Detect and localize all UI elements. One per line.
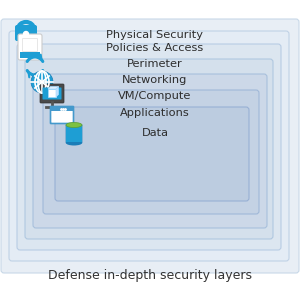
- Text: Perimeter: Perimeter: [127, 59, 183, 69]
- FancyBboxPatch shape: [20, 52, 40, 58]
- FancyBboxPatch shape: [18, 34, 42, 60]
- Polygon shape: [56, 86, 58, 97]
- Circle shape: [31, 71, 53, 93]
- Text: Policies & Access: Policies & Access: [106, 43, 204, 53]
- FancyBboxPatch shape: [43, 88, 61, 100]
- Text: Physical Security: Physical Security: [106, 30, 203, 40]
- FancyBboxPatch shape: [50, 106, 74, 123]
- FancyBboxPatch shape: [51, 107, 73, 111]
- FancyBboxPatch shape: [17, 44, 281, 250]
- FancyBboxPatch shape: [22, 38, 38, 52]
- FancyBboxPatch shape: [55, 107, 249, 201]
- Text: Networking: Networking: [122, 75, 188, 85]
- FancyBboxPatch shape: [9, 31, 289, 261]
- Text: Applications: Applications: [120, 108, 190, 118]
- FancyBboxPatch shape: [1, 19, 299, 273]
- FancyBboxPatch shape: [66, 126, 82, 142]
- FancyBboxPatch shape: [15, 25, 37, 41]
- Ellipse shape: [66, 122, 82, 128]
- Ellipse shape: [66, 140, 82, 145]
- FancyBboxPatch shape: [43, 90, 259, 214]
- FancyBboxPatch shape: [33, 74, 267, 228]
- Polygon shape: [48, 89, 56, 97]
- Polygon shape: [48, 86, 58, 89]
- Text: VM/Compute: VM/Compute: [118, 91, 192, 101]
- Text: Data: Data: [142, 128, 169, 138]
- Text: Defense in-depth security layers: Defense in-depth security layers: [48, 269, 252, 283]
- FancyBboxPatch shape: [40, 84, 64, 103]
- FancyBboxPatch shape: [66, 125, 82, 143]
- FancyBboxPatch shape: [25, 59, 273, 239]
- Circle shape: [23, 32, 28, 36]
